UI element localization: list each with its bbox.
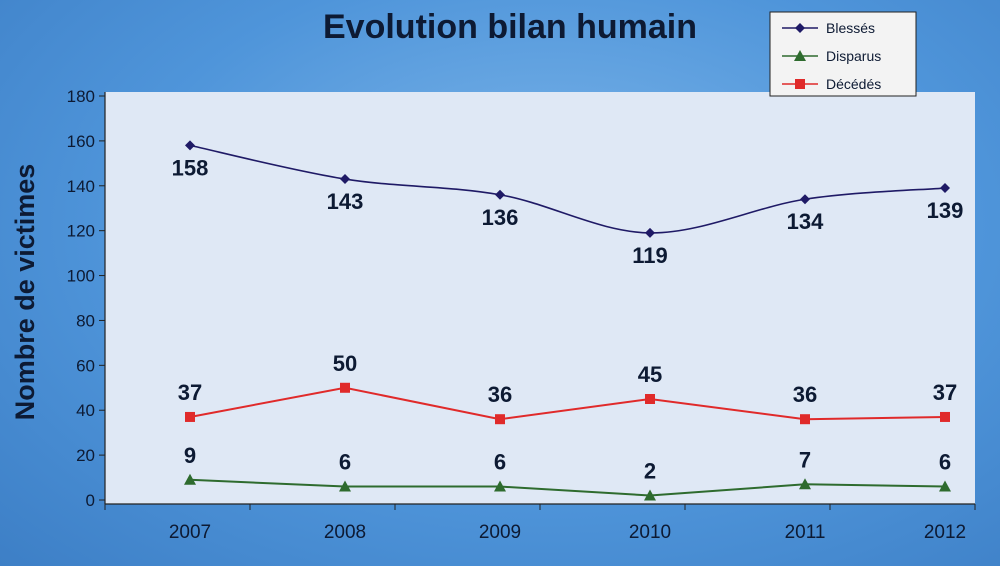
- data-point-blesses: [495, 189, 505, 200]
- data-point-disparus: [339, 480, 351, 492]
- legend: Blessés Disparus Décédés: [769, 11, 917, 97]
- data-point-disparus: [799, 478, 811, 490]
- data-label-blesses: 143: [327, 189, 364, 214]
- x-tick-label: 2008: [324, 522, 366, 543]
- x-tick-label: 2012: [924, 522, 966, 543]
- data-point-disparus: [644, 489, 656, 501]
- legend-marker-blesses: [795, 23, 805, 33]
- x-tick-label: 2009: [479, 522, 521, 543]
- y-tick-label: 160: [67, 132, 95, 151]
- data-point-blesses: [645, 227, 655, 238]
- y-tick-label: 120: [67, 222, 95, 241]
- series-line-disparus: [189, 478, 946, 497]
- data-label-decedes: 45: [638, 362, 662, 387]
- series-markers: [184, 140, 951, 501]
- data-label-disparus: 2: [644, 459, 656, 484]
- data-point-blesses: [340, 174, 350, 185]
- y-axis-label: Nombre de victimes: [10, 164, 40, 421]
- y-tick-label: 100: [67, 267, 95, 286]
- data-label-blesses: 139: [927, 198, 964, 223]
- data-point-disparus: [494, 480, 506, 492]
- y-tick-label: 80: [76, 311, 95, 330]
- data-label-blesses: 136: [482, 205, 519, 230]
- data-label-decedes: 50: [333, 351, 357, 376]
- data-labels: 158 143 136 119 134 139 9 6 6 2 7 6 37 50 36 45 36 37: [172, 155, 964, 483]
- x-tick-label: 2011: [785, 522, 826, 543]
- data-point-blesses: [940, 183, 950, 194]
- data-label-decedes: 36: [793, 382, 817, 407]
- data-label-disparus: 6: [494, 450, 506, 475]
- legend-label-disparus: Disparus: [826, 48, 881, 64]
- data-label-blesses: 134: [787, 209, 824, 234]
- legend-box: [769, 11, 917, 97]
- data-label-decedes: 37: [933, 380, 957, 405]
- x-tick-label: 2010: [629, 522, 671, 543]
- data-point-blesses: [185, 140, 195, 151]
- y-tick-label: 20: [76, 446, 95, 465]
- data-label-disparus: 6: [339, 450, 351, 475]
- legend-marker-disparus: [794, 50, 806, 61]
- data-point-decedes: [185, 411, 195, 422]
- x-tick-label: 2007: [169, 522, 211, 543]
- data-point-decedes: [495, 414, 505, 425]
- data-label-disparus: 6: [939, 450, 951, 475]
- data-point-disparus: [184, 473, 196, 485]
- y-tick-label: 60: [76, 356, 95, 375]
- data-label-blesses: 158: [172, 155, 209, 180]
- series-line-blesses: [189, 144, 946, 234]
- legend-label-decedes: Décédés: [826, 76, 881, 92]
- axes: 0 20 40 60 80 100 120 140 160 180 2007 2008 2009 2010…: [67, 87, 976, 543]
- data-point-decedes: [800, 414, 810, 425]
- y-tick-label: 180: [67, 87, 95, 106]
- data-point-decedes: [645, 394, 655, 404]
- y-tick-label: 140: [67, 177, 95, 196]
- legend-marker-decedes: [795, 79, 805, 89]
- data-point-decedes: [340, 382, 350, 393]
- y-tick-label: 40: [76, 401, 95, 420]
- y-tick-label: 0: [86, 491, 95, 510]
- chart-title: Evolution bilan humain: [323, 8, 697, 46]
- plot-area: [105, 92, 975, 504]
- data-label-blesses: 119: [632, 243, 668, 268]
- data-point-disparus: [939, 480, 951, 492]
- legend-label-blesses: Blessés: [826, 20, 875, 36]
- series-lines: [189, 144, 946, 497]
- data-label-disparus: 7: [799, 447, 811, 472]
- data-label-decedes: 37: [178, 380, 202, 405]
- data-label-decedes: 36: [488, 382, 512, 407]
- data-label-disparus: 9: [184, 443, 196, 468]
- series-line-decedes: [189, 386, 946, 421]
- data-point-blesses: [800, 194, 810, 205]
- data-point-decedes: [940, 411, 950, 422]
